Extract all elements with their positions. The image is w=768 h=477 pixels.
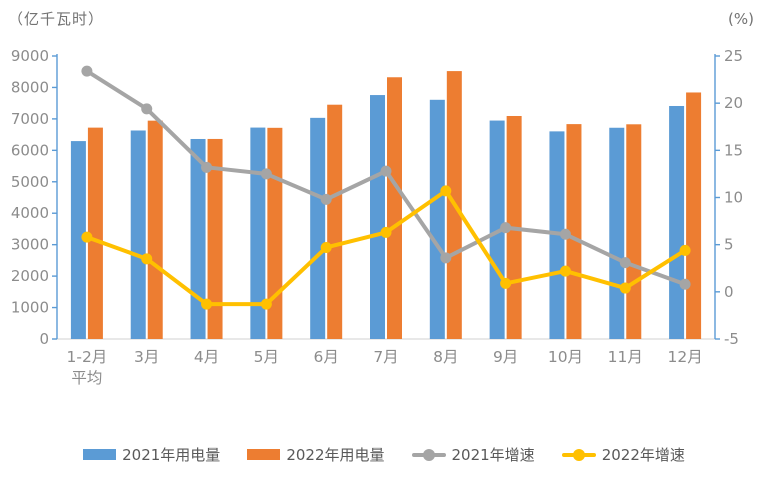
line-marker-2022年增速 (380, 226, 392, 238)
line-marker-2022年增速 (260, 298, 272, 310)
line-marker-2022年增速 (440, 185, 452, 197)
line-marker-2021年增速 (679, 278, 691, 290)
left-axis-tick-label: 8000 (11, 78, 49, 96)
left-axis-tick-label: 3000 (11, 236, 49, 254)
left-axis-tick-label: 0 (39, 330, 49, 348)
line-marker-2022年增速 (201, 298, 213, 310)
left-axis-tick-label: 6000 (11, 141, 49, 159)
bar-swatch-icon (247, 449, 281, 460)
legend-label: 2021年增速 (451, 446, 535, 464)
x-axis-category-label: 9月 (493, 348, 518, 366)
line-marker-2021年增速 (81, 65, 93, 77)
bar-2021年用电量 (609, 127, 625, 339)
right-axis-tick-label: 25 (724, 47, 743, 65)
line-marker-2021年增速 (619, 257, 631, 269)
line-marker-2021年增速 (440, 252, 452, 264)
line-marker-2021年增速 (500, 222, 512, 234)
bar-2021年用电量 (250, 127, 266, 339)
bar-2021年用电量 (190, 138, 206, 339)
bar-2022年用电量 (147, 120, 163, 339)
line-marker-2021年增速 (380, 165, 392, 177)
x-axis-category-label: 7月 (373, 348, 398, 366)
line-marker-2021年增速 (141, 103, 153, 115)
left-axis-tick-label: 9000 (11, 47, 49, 65)
legend-item-2022-consumption: 2022年用电量 (247, 444, 385, 465)
x-axis-category-label: 11月 (608, 348, 643, 366)
line-marker-2022年增速 (320, 241, 332, 253)
x-axis-category-label: 6月 (313, 348, 338, 366)
x-axis-category-label: 4月 (194, 348, 219, 366)
line-marker-2021年增速 (320, 193, 332, 205)
x-axis-category-label: 3月 (134, 348, 159, 366)
line-marker-2022年增速 (679, 244, 691, 256)
left-axis-tick-label: 5000 (11, 173, 49, 191)
x-axis-category-label: 12月 (667, 348, 702, 366)
bar-2021年用电量 (130, 130, 146, 339)
right-axis-tick-label: 20 (724, 94, 743, 112)
left-axis-tick-label: 4000 (11, 204, 49, 222)
legend-item-2021-consumption: 2021年用电量 (83, 444, 220, 465)
bar-2022年用电量 (387, 77, 402, 340)
legend-item-2022-growth: 2022年增速 (561, 444, 685, 465)
x-axis-category-label: 5月 (254, 348, 279, 366)
bar-swatch-icon (83, 449, 117, 460)
line-marker-2022年增速 (500, 277, 512, 289)
legend-label: 2022年增速 (601, 446, 685, 464)
line-marker-swatch-icon (411, 448, 446, 461)
bar-2022年用电量 (207, 138, 223, 339)
line-marker-2022年增速 (141, 253, 153, 265)
line-marker-2021年增速 (201, 161, 213, 173)
bar-2021年用电量 (70, 141, 86, 339)
left-axis-tick-label: 1000 (11, 299, 49, 317)
bar-2021年用电量 (370, 95, 385, 339)
right-axis-tick-label: 5 (724, 236, 734, 254)
bar-2022年用电量 (686, 92, 702, 339)
line-marker-2021年增速 (559, 228, 571, 240)
right-axis-title: (%) (728, 10, 754, 28)
right-axis-tick-label: 10 (724, 189, 743, 207)
legend-label: 2022年用电量 (286, 446, 385, 464)
bar-2021年用电量 (429, 99, 445, 339)
bar-2021年用电量 (310, 117, 326, 339)
line-marker-2022年增速 (559, 265, 571, 277)
bar-2022年用电量 (327, 104, 343, 339)
right-axis-tick-label: 15 (724, 141, 743, 159)
bar-2022年用电量 (87, 127, 103, 339)
x-axis-category-label: 10月 (548, 348, 583, 366)
chart-legend: 2021年用电量 2022年用电量 2021年增速 2022年增速 (0, 444, 768, 465)
x-axis-category-label: 1-2月平均 (66, 348, 107, 387)
line-2021年增速 (84, 69, 688, 287)
right-axis-tick-label: 0 (724, 283, 734, 301)
left-axis-tick-label: 7000 (11, 110, 49, 128)
bar-2021年用电量 (669, 105, 685, 339)
legend-item-2021-growth: 2021年增速 (411, 444, 535, 465)
line-marker-2022年增速 (81, 231, 93, 243)
legend-label: 2021年用电量 (122, 446, 221, 464)
bar-2022年用电量 (626, 124, 642, 339)
chart-canvas: 9000 8000 7000 6000 5000 4000 3000 2000 1000 0 25 2… (11, 47, 743, 387)
right-axis-tick-label: -5 (724, 330, 739, 348)
line-marker-swatch-icon (561, 448, 596, 461)
bar-2022年用电量 (566, 124, 582, 339)
line-marker-2022年增速 (619, 282, 631, 294)
line-marker-2021年增速 (260, 168, 272, 180)
left-axis-title: （亿千瓦时） (8, 10, 105, 28)
left-axis-tick-label: 2000 (11, 267, 49, 285)
x-axis-category-label: 8月 (433, 348, 458, 366)
